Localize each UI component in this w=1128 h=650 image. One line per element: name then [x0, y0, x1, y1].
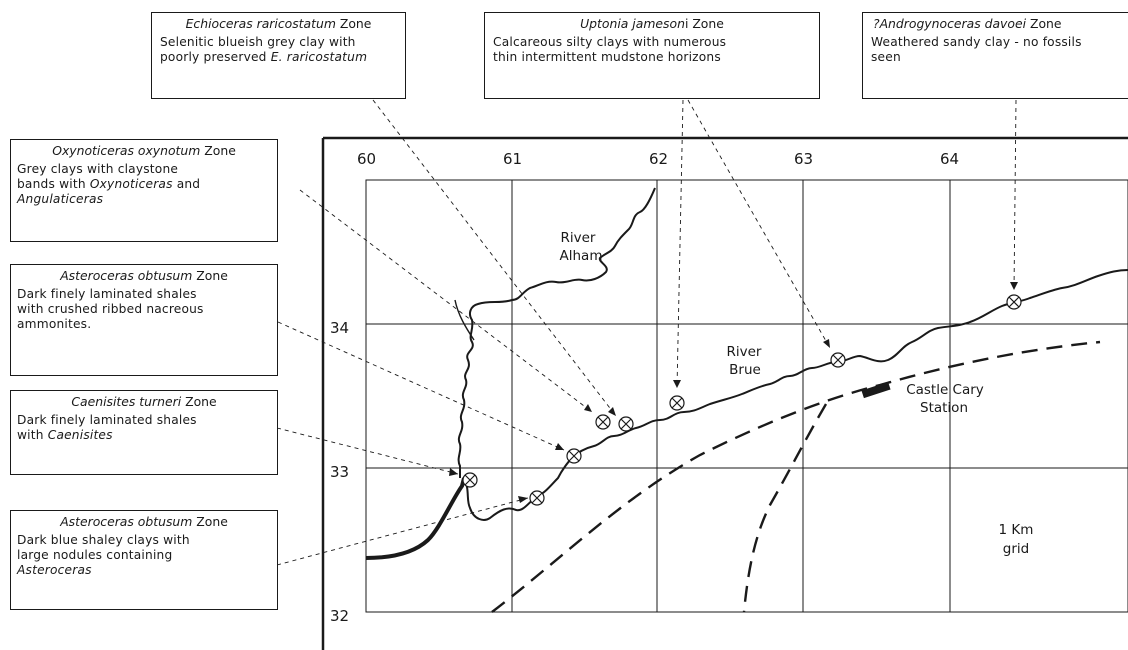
- zone-suffix: Zone: [181, 394, 217, 409]
- fossil-site-marker: [830, 352, 846, 368]
- zone-desc-line: Dark blue shaley clays with: [17, 533, 190, 547]
- zone-box-oxynotum: Oxynoticeras oxynotum Zone Grey clays wi…: [10, 139, 278, 242]
- zone-suffix: Zone: [192, 514, 228, 529]
- leader-lines: [276, 99, 1017, 566]
- fossil-site-marker: [669, 395, 685, 411]
- zone-desc-italic: Asteroceras: [17, 563, 92, 577]
- castle-cary-station-marker: [861, 381, 891, 399]
- zone-desc-text: poorly preserved: [160, 50, 271, 64]
- river-brue-label-line2: Brue: [729, 362, 761, 378]
- zone-description: Dark finely laminated shales with crushe…: [11, 285, 277, 335]
- zone-title: Asteroceras obtusum Zone: [11, 511, 277, 531]
- zone-description: Grey clays with claystone bands with Oxy…: [11, 160, 277, 210]
- river-alham-tributary: [454, 299, 475, 341]
- zone-box-jamesoni: Uptonia jamesoni Zone Calcareous silty c…: [484, 12, 820, 99]
- zone-suffix: Zone: [335, 16, 372, 31]
- fossil-site-marker: [529, 490, 545, 506]
- northing-label-33: 33: [330, 463, 349, 481]
- railway-line-east: [491, 340, 1101, 613]
- zone-desc-line: Grey clays with claystone: [17, 162, 179, 176]
- map-frame: [321, 136, 1128, 650]
- northing-label-34: 34: [330, 319, 349, 337]
- easting-label-61: 61: [503, 150, 522, 168]
- zone-title: ?Androgynoceras davoei Zone: [863, 13, 1128, 33]
- zone-desc-italic: E. raricostatum: [270, 50, 368, 64]
- zone-desc-line: Asteroceras: [17, 563, 271, 578]
- zone-genus: Asteroceras obtusum: [60, 268, 193, 283]
- river-alham-label-line1: River: [561, 230, 596, 246]
- zone-box-obtusum-upper: Asteroceras obtusum Zone Dark finely lam…: [10, 264, 278, 376]
- zone-genus: ?Androgynoceras davoei: [873, 16, 1027, 31]
- zone-description: Weathered sandy clay - no fossils seen: [863, 33, 1128, 68]
- zone-box-obtusum-lower: Asteroceras obtusum Zone Dark blue shale…: [10, 510, 278, 610]
- zone-desc-italic: Angulaticeras: [17, 192, 104, 206]
- zone-genus: Oxynoticeras oxynotum: [52, 143, 201, 158]
- zone-genus: Caenisites turneri: [71, 394, 182, 409]
- zone-box-turneri: Caenisites turneri Zone Dark finely lami…: [10, 390, 278, 475]
- zone-suffix: i Zone: [684, 16, 724, 31]
- zone-box-davoei: ?Androgynoceras davoei Zone Weathered sa…: [862, 12, 1128, 99]
- zone-description: Selenitic blueish grey clay with poorly …: [152, 33, 405, 68]
- fossil-site-marker: [1006, 294, 1022, 310]
- station-label-line1: Castle Cary: [906, 382, 984, 398]
- zone-suffix: Zone: [1026, 16, 1062, 31]
- fossil-site-marker: [595, 414, 611, 430]
- zone-description: Calcareous silty clays with numerous thi…: [485, 33, 819, 68]
- zone-desc-line: Selenitic blueish grey clay with: [160, 35, 356, 49]
- zone-desc-line: bands with Oxynoticeras and: [17, 177, 271, 192]
- easting-label-62: 62: [649, 150, 668, 168]
- zone-desc-line: Dark finely laminated shales: [17, 287, 197, 301]
- zone-desc-line: Weathered sandy clay - no fossils: [871, 35, 1082, 49]
- zone-description: Dark finely laminated shales with Caenis…: [11, 411, 277, 446]
- fossil-site-marker: [462, 472, 478, 488]
- station-label-line2: Station: [920, 400, 968, 416]
- zone-box-raricostatum: Echioceras raricostatum Zone Selenitic b…: [151, 12, 406, 99]
- zone-genus: Uptonia jameson: [580, 16, 685, 31]
- zone-title: Asteroceras obtusum Zone: [11, 265, 277, 285]
- zone-title: Oxynoticeras oxynotum Zone: [11, 140, 277, 160]
- zone-genus: Asteroceras obtusum: [60, 514, 193, 529]
- zone-desc-line: ammonites.: [17, 317, 92, 331]
- zone-genus: Echioceras raricostatum: [185, 16, 336, 31]
- easting-label-60: 60: [357, 150, 376, 168]
- zone-desc-line: large nodules containing: [17, 548, 173, 562]
- km-grid: [365, 179, 1128, 613]
- zone-desc-text: with: [17, 428, 48, 442]
- river-brue-label-line1: River: [727, 344, 762, 360]
- zone-desc-line: with crushed ribbed nacreous: [17, 302, 204, 316]
- zone-desc-line: Calcareous silty clays with numerous: [493, 35, 727, 49]
- zone-description: Dark blue shaley clays with large nodule…: [11, 531, 277, 581]
- zone-suffix: Zone: [192, 268, 228, 283]
- zone-title: Echioceras raricostatum Zone: [152, 13, 405, 33]
- zone-desc-text: and: [172, 177, 201, 191]
- fossil-site-marker: [566, 448, 582, 464]
- fossil-site-marker: [618, 416, 634, 432]
- zone-desc-line: seen: [871, 50, 901, 64]
- easting-label-64: 64: [940, 150, 959, 168]
- northing-label-32: 32: [330, 607, 349, 625]
- grid-scale-label-line2: grid: [1003, 541, 1029, 557]
- river-brue: [463, 269, 1128, 521]
- grid-scale-label-line1: 1 Km: [999, 522, 1034, 538]
- zone-desc-italic: Caenisites: [47, 428, 113, 442]
- river-alham-label-line2: Alham: [560, 248, 603, 264]
- zone-desc-text: bands with: [17, 177, 90, 191]
- river-channel-west: [365, 477, 466, 560]
- easting-label-63: 63: [794, 150, 813, 168]
- zone-desc-line: thin intermittent mudstone horizons: [493, 50, 721, 64]
- zone-desc-line: Dark finely laminated shales: [17, 413, 197, 427]
- river-alham: [457, 187, 656, 478]
- zone-suffix: Zone: [200, 143, 236, 158]
- railway-line-south: [742, 403, 828, 613]
- zone-desc-line: with Caenisites: [17, 428, 271, 443]
- zone-title: Uptonia jamesoni Zone: [485, 13, 819, 33]
- zone-desc-italic: Oxynoticeras: [89, 177, 173, 191]
- arrowheads: [449, 282, 1018, 503]
- fossil-sites: [462, 294, 1022, 506]
- zone-desc-line: Angulaticeras: [17, 192, 271, 207]
- zone-desc-line: poorly preserved E. raricostatum: [160, 50, 399, 65]
- zone-title: Caenisites turneri Zone: [11, 391, 277, 411]
